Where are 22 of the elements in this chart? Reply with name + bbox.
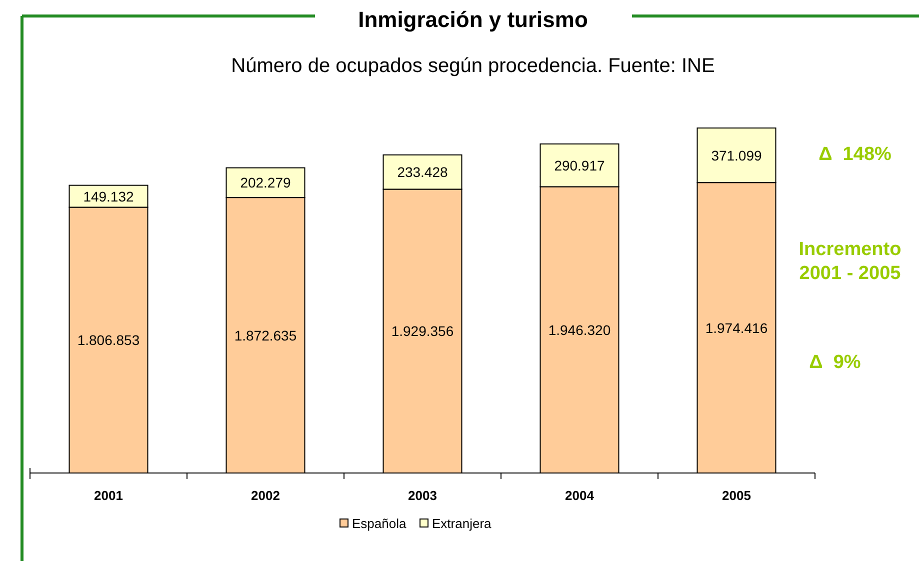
data-label: 202.279 [240,174,292,191]
annotation: Incremento 2001 - 2005 [798,239,902,284]
x-tick-label: 2002 [251,488,280,503]
data-label: 371.099 [711,147,762,164]
data-label: 290.917 [554,157,606,174]
legend-label: Española [352,516,407,531]
x-tick-label: 2003 [408,488,437,503]
data-label: 1.806.853 [77,332,140,348]
legend-label: Extranjera [432,516,492,531]
data-label: 1.946.320 [548,322,611,338]
chart-title: Inmigración y turismo [358,7,588,32]
data-label: 1.929.356 [391,323,454,340]
text: Δ 148% [818,144,892,165]
chart-subtitle: Número de ocupados según procedencia. Fuente: INE [231,55,715,77]
x-tick-label: 2004 [565,488,595,503]
x-tick-label: 2005 [722,488,751,503]
data-label: 1.974.416 [705,320,768,336]
data-label: 233.428 [397,164,448,180]
annotation: Δ 9% [809,352,861,373]
x-tick-label: 2001 [94,488,123,503]
data-label: 149.132 [83,188,134,204]
data-label: 1.872.635 [234,327,297,344]
